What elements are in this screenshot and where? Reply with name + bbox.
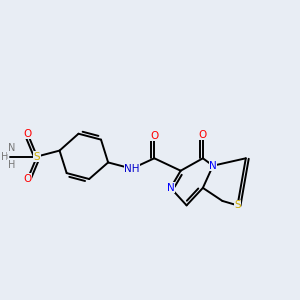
Text: O: O [150, 131, 158, 141]
Text: N: N [167, 183, 175, 193]
Text: NH: NH [124, 164, 140, 174]
Text: H: H [8, 160, 15, 170]
Text: N: N [209, 161, 217, 171]
Text: S: S [34, 152, 40, 161]
Text: O: O [199, 130, 207, 140]
Text: N: N [8, 143, 15, 153]
Text: S: S [234, 200, 241, 210]
Text: H: H [1, 152, 8, 161]
Text: O: O [23, 129, 32, 139]
Text: O: O [23, 174, 32, 184]
